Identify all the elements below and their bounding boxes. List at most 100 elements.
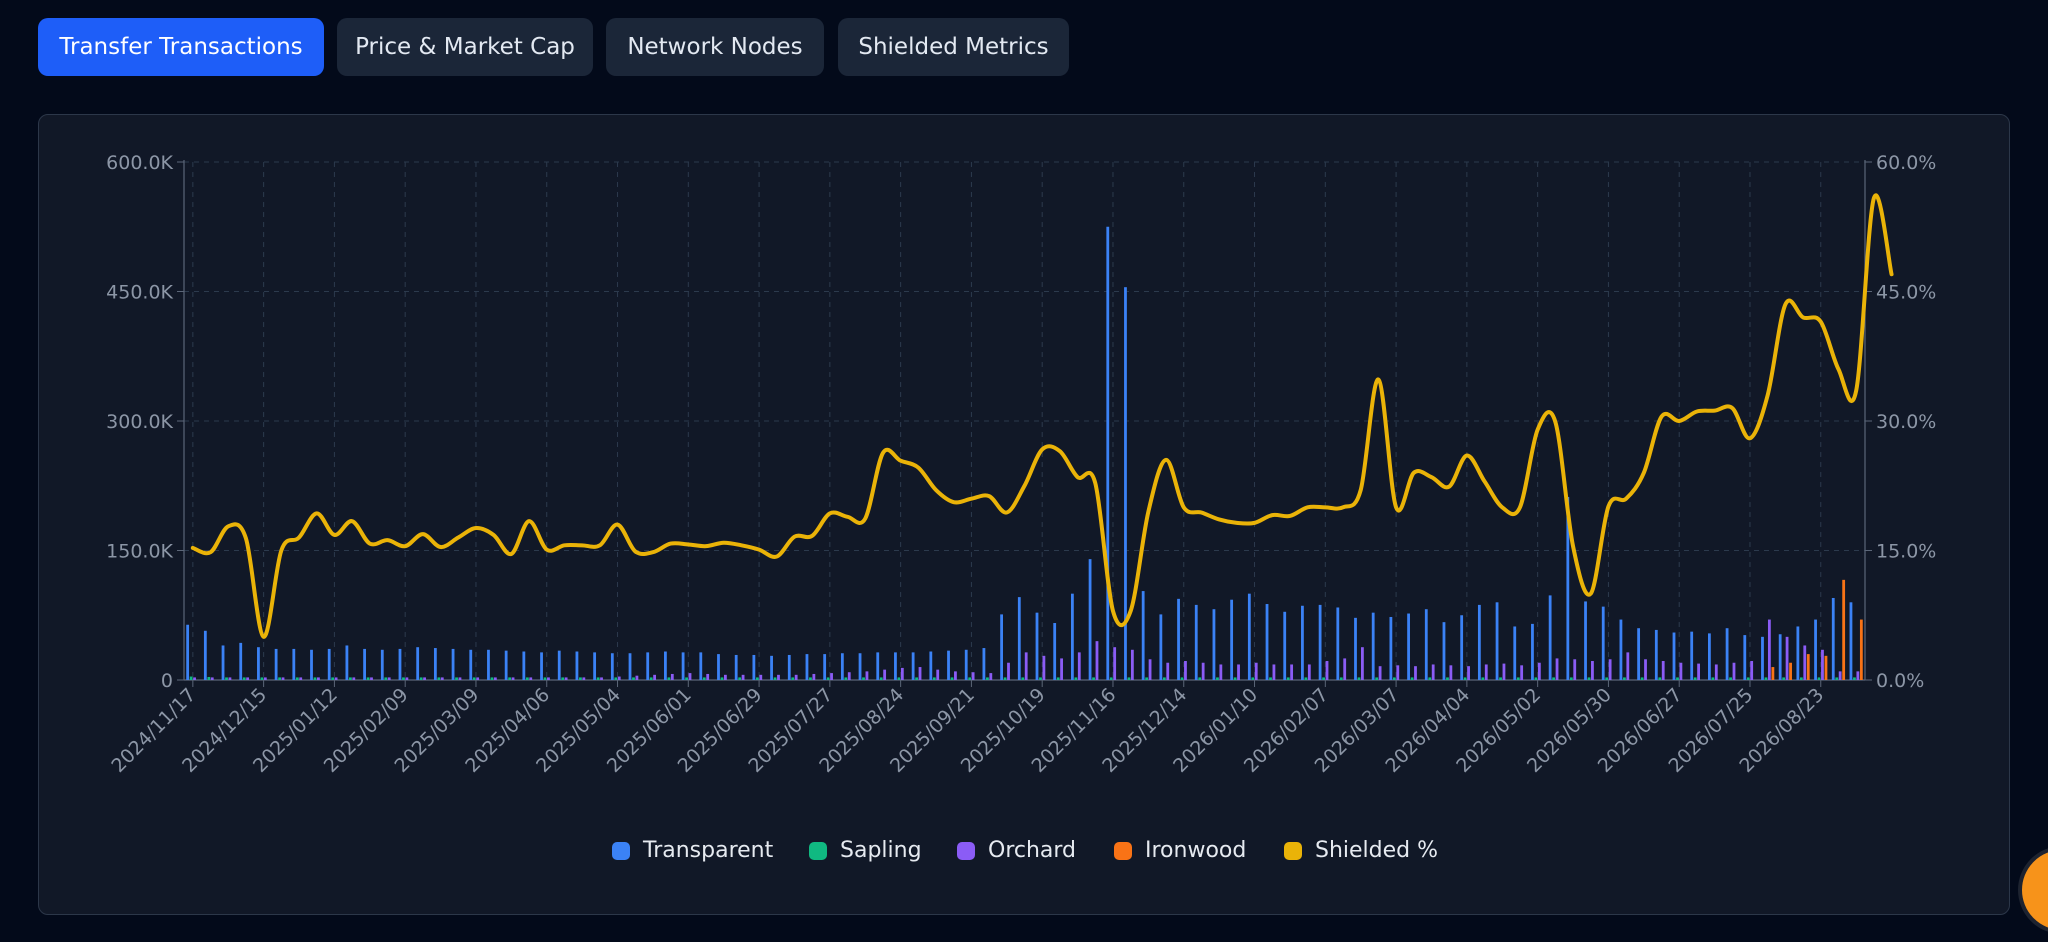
bar-orchard	[1555, 658, 1559, 680]
sapling-swatch-icon	[809, 842, 827, 860]
bar-sapling	[1286, 677, 1290, 680]
bar-transparent	[1778, 634, 1782, 680]
orange-circle-action-icon[interactable]	[2018, 846, 2048, 934]
bar-orchard	[1396, 665, 1400, 680]
bar-transparent	[1283, 611, 1287, 680]
bar-sapling	[986, 677, 989, 680]
bar-sapling	[313, 677, 317, 680]
bar-transparent	[1513, 626, 1517, 680]
bar-sapling	[632, 677, 635, 680]
y-tick-label: 150.0K	[106, 541, 173, 563]
bar-transparent	[540, 652, 543, 680]
bar-orchard	[440, 677, 444, 680]
tab-network-nodes[interactable]: Network Nodes	[606, 18, 824, 76]
bar-transparent	[1601, 606, 1605, 680]
bar-orchard	[1502, 663, 1506, 680]
bar-orchard	[529, 677, 533, 680]
bar-transparent	[1212, 609, 1216, 680]
bar-transparent	[1159, 614, 1163, 680]
bar-transparent	[1725, 628, 1729, 680]
bar-transparent	[805, 654, 809, 680]
bar-orchard	[723, 674, 727, 680]
bar-orchard	[1077, 652, 1081, 680]
bar-orchard	[1307, 664, 1311, 680]
bar-transparent	[1053, 623, 1057, 680]
bar-sapling	[490, 677, 494, 680]
bar-transparent	[1177, 598, 1180, 680]
bar-transparent	[292, 648, 296, 680]
bar-transparent	[1796, 626, 1800, 680]
bar-sapling	[472, 677, 476, 680]
bar-orchard	[1608, 659, 1612, 680]
tab-price-market-cap[interactable]: Price & Market Cap	[337, 18, 593, 76]
bar-sapling	[1251, 677, 1255, 680]
bar-orchard	[1184, 661, 1187, 680]
bar-transparent	[1495, 602, 1499, 680]
bar-transparent	[416, 647, 420, 680]
y-tick-label: 300.0K	[106, 411, 173, 433]
bar-orchard	[352, 677, 356, 680]
bar-orchard	[688, 673, 692, 680]
bar-transparent	[1407, 613, 1410, 680]
bar-sapling	[1658, 677, 1662, 680]
bar-transparent	[1442, 622, 1446, 680]
bar-transparent	[982, 648, 986, 680]
bar-orchard	[1219, 664, 1223, 680]
bar-transparent	[1584, 601, 1587, 680]
bar-orchard	[1414, 666, 1417, 680]
bar-sapling	[349, 677, 352, 680]
bar-transparent	[1318, 604, 1322, 680]
bar-transparent	[1354, 617, 1357, 680]
bar-sapling	[826, 677, 830, 680]
bar-sapling	[207, 676, 211, 680]
bar-orchard	[1166, 662, 1170, 680]
bar-sapling	[667, 677, 671, 680]
bar-transparent	[203, 630, 207, 680]
bar-orchard	[1449, 665, 1453, 680]
bar-ironwood	[1771, 667, 1775, 680]
bar-orchard	[370, 677, 373, 680]
bar-transparent	[451, 648, 455, 680]
bar-sapling	[437, 677, 441, 680]
bar-transparent	[1141, 591, 1145, 680]
bar-transparent	[717, 654, 720, 680]
bar-orchard	[1254, 662, 1258, 680]
bar-transparent	[1017, 597, 1021, 680]
bar-transparent	[1265, 604, 1269, 680]
bar-orchard	[1095, 641, 1099, 680]
bar-sapling	[1569, 677, 1573, 680]
bar-sapling	[1481, 677, 1485, 680]
bar-transparent	[1761, 636, 1764, 680]
bar-transparent	[823, 654, 827, 680]
bar-orchard	[670, 673, 674, 680]
bar-sapling	[543, 677, 547, 680]
line-shielded-pct	[190, 193, 1894, 639]
bar-sapling	[1039, 677, 1042, 680]
bar-sapling	[402, 677, 405, 680]
tab-transfer-transactions[interactable]: Transfer Transactions	[38, 18, 324, 76]
tab-shielded-metrics[interactable]: Shielded Metrics	[838, 18, 1069, 76]
bar-sapling	[1233, 677, 1237, 680]
bar-orchard	[1767, 619, 1771, 680]
bar-sapling	[1764, 677, 1768, 680]
bar-orchard	[246, 677, 250, 680]
bar-orchard	[1626, 652, 1630, 680]
bar-sapling	[932, 677, 936, 680]
bar-sapling	[579, 677, 582, 680]
bar-sapling	[1092, 677, 1095, 680]
bar-transparent	[876, 652, 880, 680]
bar-orchard	[476, 677, 480, 680]
bar-orchard	[883, 669, 887, 680]
y2-tick-label: 60.0%	[1876, 152, 1936, 174]
bar-orchard	[511, 677, 515, 680]
bar-sapling	[791, 677, 795, 680]
bar-sapling	[596, 677, 600, 680]
bar-transparent	[770, 655, 773, 680]
y-tick-label: 0	[161, 670, 173, 692]
bar-orchard	[1573, 659, 1577, 680]
bar-transparent	[1000, 614, 1004, 680]
bar-sapling	[702, 677, 706, 680]
bar-orchard	[954, 671, 957, 680]
ironwood-swatch-icon	[1114, 842, 1132, 860]
bar-transparent	[274, 648, 278, 680]
